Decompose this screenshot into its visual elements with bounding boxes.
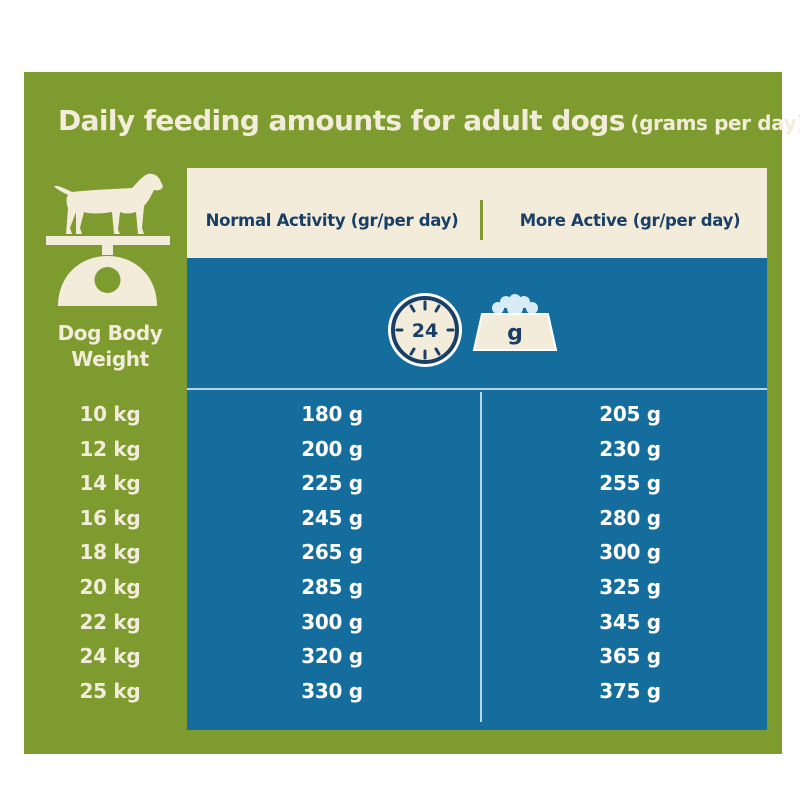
weight-header-line2: Weight [71,347,149,371]
weight-cell: 24 kg [79,644,141,669]
active-amount-cell: 375 g [599,678,661,703]
active-amount-cell: 365 g [599,644,661,669]
column-header-band [187,168,767,258]
dog-icon [54,173,163,234]
icons-divider [187,388,767,390]
weight-cell: 18 kg [79,540,141,565]
scale-icon [46,236,170,306]
normal-amount-cell: 200 g [301,436,363,461]
weight-cell: 22 kg [79,609,141,634]
more-active-header: More Active (gr/per day) [519,211,741,230]
page-title: Daily feeding amounts for adult dogs (gr… [58,104,800,137]
weight-cell: 10 kg [79,402,141,426]
normal-amount-cell: 300 g [301,609,363,634]
table-row: 12 kg 200 g 230 g [0,437,800,471]
weight-column-header: Dog Body Weight [30,320,190,372]
normal-amount-cell: 180 g [301,402,363,426]
normal-amount-cell: 245 g [301,505,363,530]
clock-label: 24 [412,320,438,342]
normal-amount-cell: 285 g [301,575,363,599]
normal-amount-cell: 265 g [301,540,363,565]
weight-cell: 25 kg [79,678,141,703]
header-divider [480,200,483,240]
active-amount-cell: 280 g [599,505,661,530]
active-amount-cell: 300 g [599,540,661,565]
table-row: 14 kg 225 g 255 g [0,471,800,505]
normal-amount-cell: 320 g [301,644,363,669]
title-unit: (grams per day): [630,111,800,135]
table-row: 16 kg 245 g 280 g [0,506,800,540]
table-row: 10 kg 180 g 205 g [0,402,800,436]
table-row: 20 kg 285 g 325 g [0,575,800,609]
column-divider [480,392,482,722]
weight-cell: 14 kg [79,471,141,496]
normal-amount-cell: 225 g [301,471,363,496]
table-row: 18 kg 265 g 300 g [0,540,800,574]
active-amount-cell: 255 g [599,471,661,496]
title-main: Daily feeding amounts for adult dogs [58,104,625,137]
active-amount-cell: 345 g [599,609,661,634]
weight-cell: 16 kg [79,505,141,530]
bowl-label: g [507,321,523,346]
weight-header-line1: Dog Body [57,321,163,345]
active-amount-cell: 205 g [599,402,661,426]
table-row: 25 kg 330 g 375 g [0,679,800,713]
table-row: 22 kg 300 g 345 g [0,610,800,644]
weight-cell: 12 kg [79,436,141,461]
table-row: 24 kg 320 g 365 g [0,644,800,678]
normal-activity-header: Normal Activity (gr/per day) [205,211,459,230]
weight-cell: 20 kg [79,575,141,599]
active-amount-cell: 230 g [599,436,661,461]
clock-24h-icon: 24 [388,293,462,367]
normal-amount-cell: 330 g [301,678,363,703]
active-amount-cell: 325 g [599,575,661,599]
food-bowl-icon: g [472,294,558,351]
